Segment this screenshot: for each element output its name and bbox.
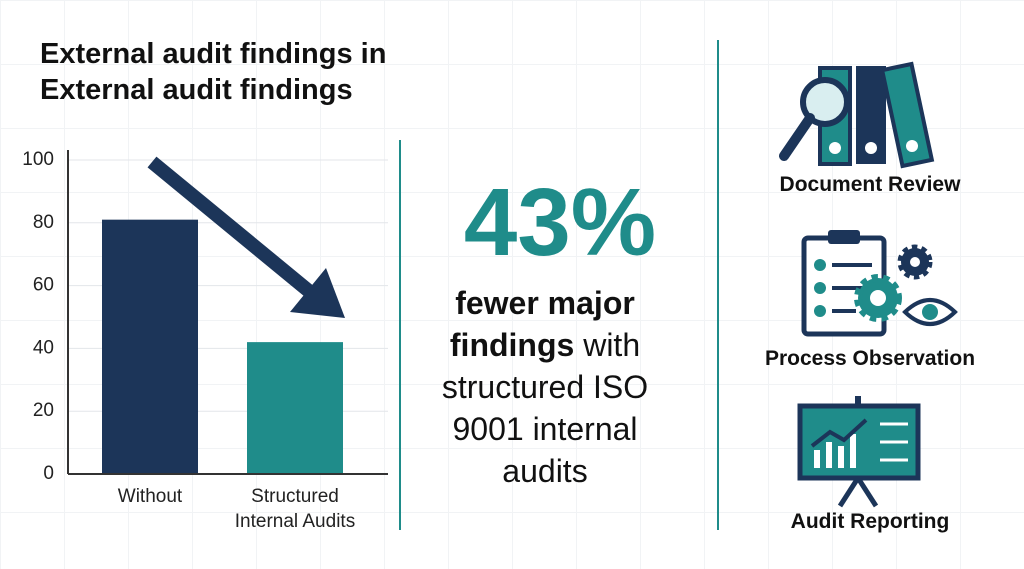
process-observation-icon bbox=[801, 230, 958, 337]
trend-arrow-head bbox=[290, 268, 345, 318]
y-tick-label: 0 bbox=[43, 463, 54, 484]
chart-title: External audit findings bbox=[40, 74, 353, 106]
y-tick-label: 100 bbox=[22, 149, 54, 170]
y-tick-label: 20 bbox=[33, 400, 54, 421]
method-label: Process Observation bbox=[764, 347, 976, 370]
method-label: Document Review bbox=[779, 173, 961, 196]
stat-rest: with structured ISO 9001 internal audits bbox=[441, 327, 649, 489]
x-tick-label: Without bbox=[117, 486, 183, 507]
y-tick-label: 80 bbox=[33, 212, 54, 233]
y-tick-label: 40 bbox=[33, 337, 54, 358]
method-label: Audit Reporting bbox=[790, 510, 950, 533]
stat-highlight: fewer major findings bbox=[449, 285, 635, 363]
bar bbox=[247, 342, 343, 474]
bar bbox=[102, 219, 198, 474]
audit-reporting-icon bbox=[797, 396, 921, 508]
chart-title: External audit findings in bbox=[40, 38, 387, 70]
stat-value: 43% bbox=[463, 169, 657, 276]
x-tick-label: Structured Internal Audits bbox=[234, 486, 356, 532]
document-review-icon bbox=[779, 61, 935, 169]
trend-arrow bbox=[147, 156, 315, 298]
stat-text: fewer major findings with structured ISO… bbox=[425, 282, 665, 492]
y-tick-label: 60 bbox=[33, 275, 54, 296]
